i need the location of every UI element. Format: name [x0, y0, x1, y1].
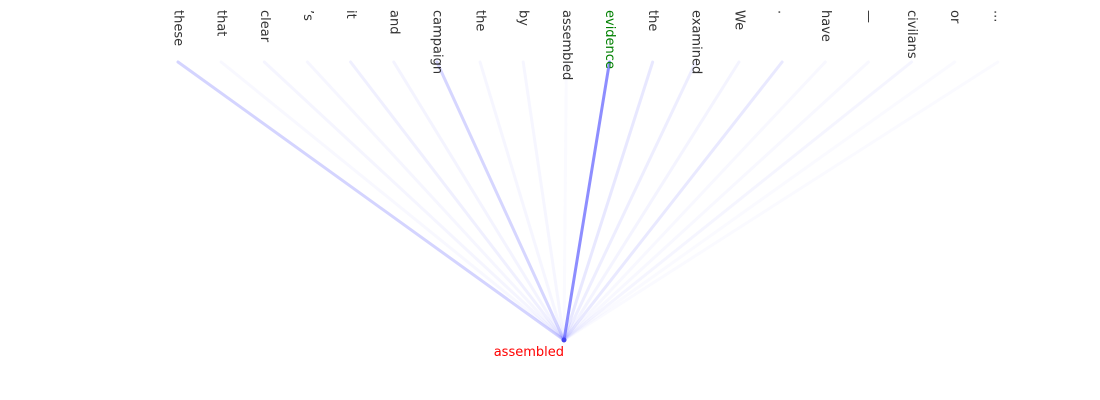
- source-token: examined: [688, 10, 703, 74]
- source-token: campaign: [429, 10, 444, 74]
- attention-edge: [562, 60, 914, 342]
- source-token: that: [214, 10, 229, 36]
- source-token: clear: [257, 10, 272, 43]
- attention-edge: [262, 60, 566, 342]
- attention-edge: [562, 60, 698, 342]
- attention-edge: [562, 60, 741, 342]
- attention-edge: [478, 60, 566, 342]
- source-token: We: [731, 10, 746, 30]
- source-token: and: [386, 10, 401, 34]
- source-token: ...: [990, 10, 1005, 22]
- source-token: —: [861, 10, 876, 23]
- attention-edge: [349, 60, 566, 342]
- source-token: the: [645, 10, 660, 31]
- source-token: these: [171, 10, 186, 46]
- attention-edge: [305, 60, 566, 342]
- source-token: .: [775, 10, 790, 14]
- source-token: assembled: [559, 10, 574, 80]
- attention-edge: [564, 62, 955, 340]
- source-token: have: [818, 10, 833, 42]
- source-token: or: [947, 10, 962, 24]
- attention-edge: [521, 60, 566, 342]
- attention-edge: [562, 60, 784, 342]
- attention-edge: [562, 60, 827, 342]
- attention-edge: [219, 60, 566, 342]
- attention-edges: [176, 60, 955, 342]
- source-token: by: [516, 10, 531, 26]
- source-token: it: [343, 10, 358, 19]
- source-tokens: these that clear ’s it and campaign the by assemb…: [171, 10, 1006, 80]
- attention-edge: [562, 60, 655, 342]
- attention-edge: [562, 60, 611, 342]
- target-token-label: assembled: [494, 345, 564, 360]
- attention-edge: [435, 60, 566, 342]
- source-token: civilans: [904, 10, 919, 59]
- source-token: the: [473, 10, 488, 31]
- attention-edge: [392, 60, 566, 342]
- attention-edge: [564, 62, 566, 340]
- target-point: [561, 337, 567, 343]
- source-token: evidence: [602, 10, 617, 69]
- attention-edge: [176, 60, 566, 342]
- source-token: ’s: [300, 10, 315, 21]
